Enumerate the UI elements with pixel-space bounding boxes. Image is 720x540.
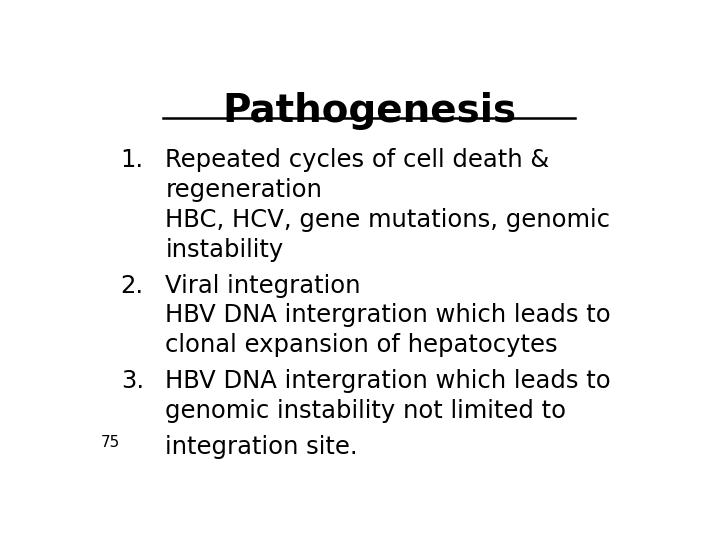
Text: 3.: 3. (121, 369, 144, 393)
Text: clonal expansion of hepatocytes: clonal expansion of hepatocytes (166, 333, 558, 357)
Text: Repeated cycles of cell death &: Repeated cycles of cell death & (166, 148, 549, 172)
Text: instability: instability (166, 238, 284, 262)
Text: 1.: 1. (121, 148, 144, 172)
Text: Pathogenesis: Pathogenesis (222, 92, 516, 130)
Text: integration site.: integration site. (166, 435, 358, 459)
Text: Viral integration: Viral integration (166, 274, 361, 298)
Text: HBV DNA intergration which leads to: HBV DNA intergration which leads to (166, 369, 611, 393)
Text: genomic instability not limited to: genomic instability not limited to (166, 399, 567, 423)
Text: HBC, HCV, gene mutations, genomic: HBC, HCV, gene mutations, genomic (166, 208, 611, 232)
Text: HBV DNA intergration which leads to: HBV DNA intergration which leads to (166, 303, 611, 327)
Text: 2.: 2. (121, 274, 144, 298)
Text: 75: 75 (101, 435, 120, 450)
Text: regeneration: regeneration (166, 178, 323, 202)
